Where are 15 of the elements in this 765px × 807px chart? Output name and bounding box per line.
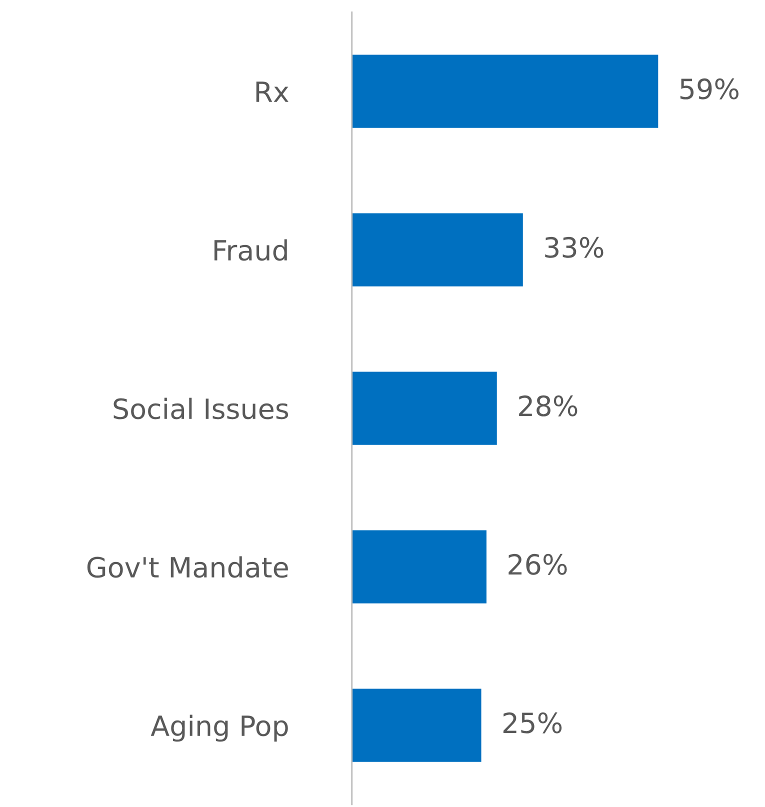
data-label: 25% <box>503 712 562 734</box>
data-label: 33% <box>545 236 604 258</box>
y-tick-label: Fraud <box>214 239 287 261</box>
data-label: 26% <box>508 554 567 575</box>
bar <box>352 212 524 288</box>
data-label: 59% <box>680 78 739 100</box>
y-tick-label: Aging Pop <box>150 714 288 742</box>
y-tick-label: Rx <box>256 82 288 102</box>
bar <box>352 687 483 764</box>
bar <box>352 528 488 605</box>
bar <box>352 370 498 446</box>
data-label: 28% <box>519 395 578 416</box>
y-tick-label: Gov't Mandate <box>87 556 288 578</box>
y-tick-label: Social Issues <box>114 398 288 420</box>
bar <box>352 53 660 130</box>
